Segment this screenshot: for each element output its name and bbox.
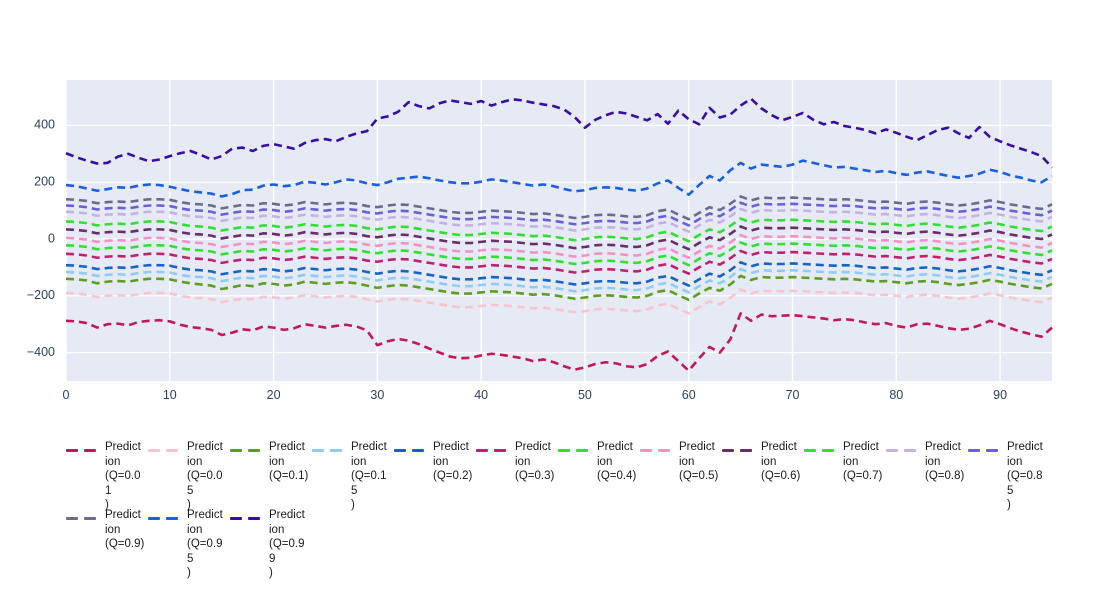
legend-dash-icon (230, 511, 264, 525)
x-tick-label: 60 (682, 388, 696, 402)
series-line (65, 241, 1053, 267)
legend-item[interactable]: Predict ion (Q=0.5) (640, 440, 722, 508)
legend-item[interactable]: Predict ion (Q=0.95) (148, 508, 230, 579)
legend-label: Predict ion (Q=0.01) (105, 441, 141, 511)
legend-item[interactable]: Predict ion (Q=0.6) (722, 440, 804, 508)
series-line (65, 312, 1053, 373)
series-line (65, 288, 1053, 315)
y-tick-label: 0 (48, 231, 55, 245)
series-line (65, 97, 1053, 169)
legend-item[interactable]: Predict ion (Q=0.7) (804, 440, 886, 508)
legend-dash-icon (476, 443, 510, 457)
legend-dash-icon (640, 443, 674, 457)
legend-dash-icon (558, 443, 592, 457)
legend-label: Predict ion (Q=0.85) (1007, 441, 1043, 511)
legend-item[interactable]: Predict ion (Q=0.1) (230, 440, 312, 508)
x-tick-label: 0 (63, 388, 70, 402)
legend-dash-icon (886, 443, 920, 457)
y-tick-label: −200 (27, 288, 55, 302)
x-tick-label: 10 (163, 388, 177, 402)
x-axis-tick-labels: 0 10 20 30 40 50 60 70 80 90 (63, 388, 1008, 402)
x-tick-label: 40 (474, 388, 488, 402)
legend-dash-icon (66, 443, 100, 457)
legend-item[interactable]: Predict ion (Q=0.3) (476, 440, 558, 508)
legend-label: Predict ion (Q=0.3) (515, 441, 555, 482)
y-tick-label: −400 (27, 345, 55, 359)
x-tick-label: 30 (370, 388, 384, 402)
legend-label: Predict ion (Q=0.2) (433, 441, 473, 482)
legend-dash-icon (148, 443, 182, 457)
legend-label: Predict ion (Q=0.9) (105, 509, 145, 550)
y-tick-label: 200 (34, 175, 55, 189)
series-line (65, 249, 1053, 275)
series-line (65, 225, 1053, 251)
legend-dash-icon (968, 443, 1002, 457)
series-line (65, 267, 1053, 294)
series-line (65, 207, 1053, 233)
legend-item[interactable]: Predict ion (Q=0.9) (66, 508, 148, 576)
series-line (65, 217, 1053, 243)
x-tick-label: 80 (889, 388, 903, 402)
legend-dash-icon (148, 511, 182, 525)
legend-label: Predict ion (Q=0.6) (761, 441, 801, 482)
legend-label: Predict ion (Q=0.15) (351, 441, 387, 511)
x-tick-label: 90 (993, 388, 1007, 402)
x-tick-label: 70 (786, 388, 800, 402)
legend-label: Predict ion (Q=0.5) (679, 441, 719, 482)
x-tick-label: 20 (267, 388, 281, 402)
legend-label: Predict ion (Q=0.7) (843, 441, 883, 482)
chart-legend: Predict ion (Q=0.01) Predict ion (Q=0.05) Pred… (66, 440, 1066, 579)
legend-label: Predict ion (Q=0.8) (925, 441, 965, 482)
series-line (65, 201, 1053, 227)
legend-item[interactable]: Predict ion (Q=0.2) (394, 440, 476, 508)
legend-label: Predict ion (Q=0.1) (269, 441, 309, 482)
legend-label: Predict ion (Q=0.4) (597, 441, 637, 482)
series-line (65, 233, 1053, 260)
legend-item[interactable]: Predict ion (Q=0.01) (66, 440, 148, 511)
legend-label: Predict ion (Q=0.95) (187, 509, 223, 579)
series-line (65, 274, 1053, 302)
legend-dash-icon (312, 443, 346, 457)
y-tick-label: 400 (34, 118, 55, 132)
legend-dash-icon (230, 443, 264, 457)
legend-item[interactable]: Predict ion (Q=0.85) (968, 440, 1050, 511)
x-tick-label: 50 (578, 388, 592, 402)
series-line (65, 261, 1053, 287)
legend-item[interactable]: Predict ion (Q=0.8) (886, 440, 968, 508)
legend-label: Predict ion (Q=0.05) (187, 441, 223, 511)
legend-dash-icon (804, 443, 838, 457)
y-axis-tick-labels: 400 200 0 −200 −400 (27, 118, 55, 359)
legend-item[interactable]: Predict ion (Q=0.15) (312, 440, 394, 511)
legend-label: Predict ion (Q=0.99) (269, 509, 305, 579)
series-lines (65, 97, 1053, 373)
series-line (65, 195, 1053, 221)
legend-item[interactable]: Predict ion (Q=0.05) (148, 440, 230, 511)
legend-item[interactable]: Predict ion (Q=0.4) (558, 440, 640, 508)
legend-dash-icon (66, 511, 100, 525)
legend-dash-icon (722, 443, 756, 457)
legend-item[interactable]: Predict ion (Q=0.99) (230, 508, 312, 579)
legend-dash-icon (394, 443, 428, 457)
